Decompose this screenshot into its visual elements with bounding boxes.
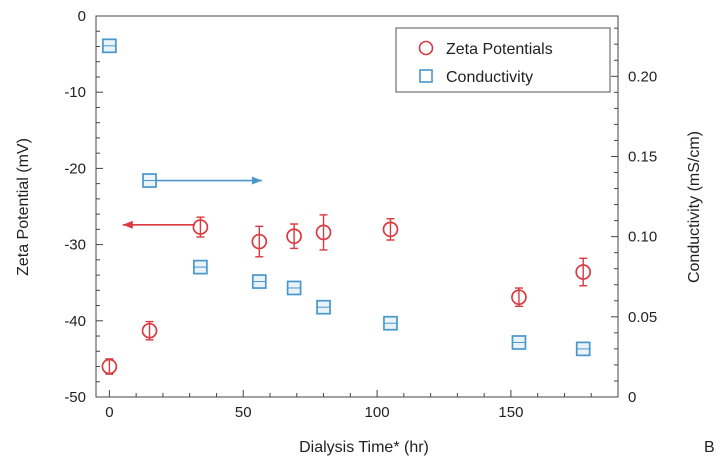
zeta-potentials-point: [382, 217, 399, 241]
circle-marker: [511, 289, 527, 306]
left-tick-label: -50: [64, 389, 86, 406]
right-tick-label: 0: [628, 389, 636, 406]
series-conductivity: [102, 38, 591, 357]
left-tick-label: 0: [78, 8, 86, 25]
bottom-tick-label: 150: [498, 404, 523, 421]
zeta-potentials-point: [575, 257, 592, 287]
zeta-potentials-point: [511, 287, 527, 308]
legend-label-conductivity: Conductivity: [446, 69, 533, 86]
left-tick-label: -20: [64, 160, 86, 177]
conductivity-point: [193, 259, 208, 275]
right-tick-label: 0.20: [628, 68, 657, 85]
arrow-to-left-axis: [122, 220, 196, 229]
zeta-potentials-point: [251, 225, 268, 258]
right-tick-label: 0.15: [628, 148, 657, 165]
arrow-to-right-axis: [154, 176, 262, 185]
series-layer: [101, 38, 592, 375]
conductivity-point: [575, 341, 591, 357]
circle-marker: [101, 358, 118, 375]
bottom-tick-label: 0: [105, 404, 113, 421]
series-zeta-potentials: [101, 214, 592, 375]
right-axis-ticks: 0 0.05 0.10 0.15 0.20: [611, 27, 657, 406]
x-axis-title: Dialysis Time* (hr): [299, 439, 429, 456]
circle-marker: [192, 219, 209, 235]
annotation-arrows: [122, 176, 262, 229]
circle-marker: [286, 228, 302, 245]
conductivity-point: [511, 335, 527, 350]
right-tick-label: 0.05: [628, 309, 657, 326]
bottom-tick-label: 50: [235, 404, 252, 421]
conductivity-point: [251, 274, 267, 289]
legend-circle-marker: [418, 40, 434, 56]
left-axis-ticks: 0 -10 -20 -30 -40 -50: [64, 8, 103, 406]
circle-marker: [575, 264, 592, 280]
conductivity-point: [383, 315, 398, 331]
conductivity-point: [316, 299, 331, 315]
left-y-axis-title: Zeta Potential (mV): [15, 138, 32, 276]
circle-marker: [251, 233, 268, 250]
legend-item-conductivity: Conductivity: [419, 69, 533, 86]
bottom-tick-label: 100: [365, 404, 390, 421]
circle-marker: [382, 221, 399, 238]
left-tick-label: -10: [64, 84, 86, 101]
conductivity-point: [102, 38, 117, 54]
panel-label: B: [704, 439, 715, 456]
legend-label-zeta-potentials: Zeta Potentials: [446, 41, 553, 58]
plot-frame: [95, 15, 619, 398]
zeta-potentials-point: [141, 320, 158, 341]
circle-marker: [141, 322, 158, 339]
bottom-axis-ticks: 0 50 100 150: [105, 390, 619, 421]
legend-item-zeta-potentials: Zeta Potentials: [418, 40, 553, 58]
zeta-potentials-point: [192, 216, 209, 238]
left-tick-label: -40: [64, 313, 86, 330]
legend-square-marker: [419, 69, 433, 83]
zeta-potentials-point: [315, 214, 332, 251]
conductivity-point: [142, 173, 157, 188]
zeta-potentials-point: [101, 358, 118, 375]
conductivity-point: [286, 280, 302, 296]
left-tick-label: -30: [64, 237, 86, 254]
arrow-head: [122, 220, 133, 229]
zeta-potentials-point: [286, 223, 302, 250]
arrow-head: [251, 176, 262, 185]
circle-marker: [315, 224, 332, 241]
legend: Zeta Potentials Conductivity: [395, 27, 611, 93]
right-tick-label: 0.10: [628, 229, 657, 246]
right-y-axis-title: Conductivity (mS/cm): [686, 131, 703, 283]
